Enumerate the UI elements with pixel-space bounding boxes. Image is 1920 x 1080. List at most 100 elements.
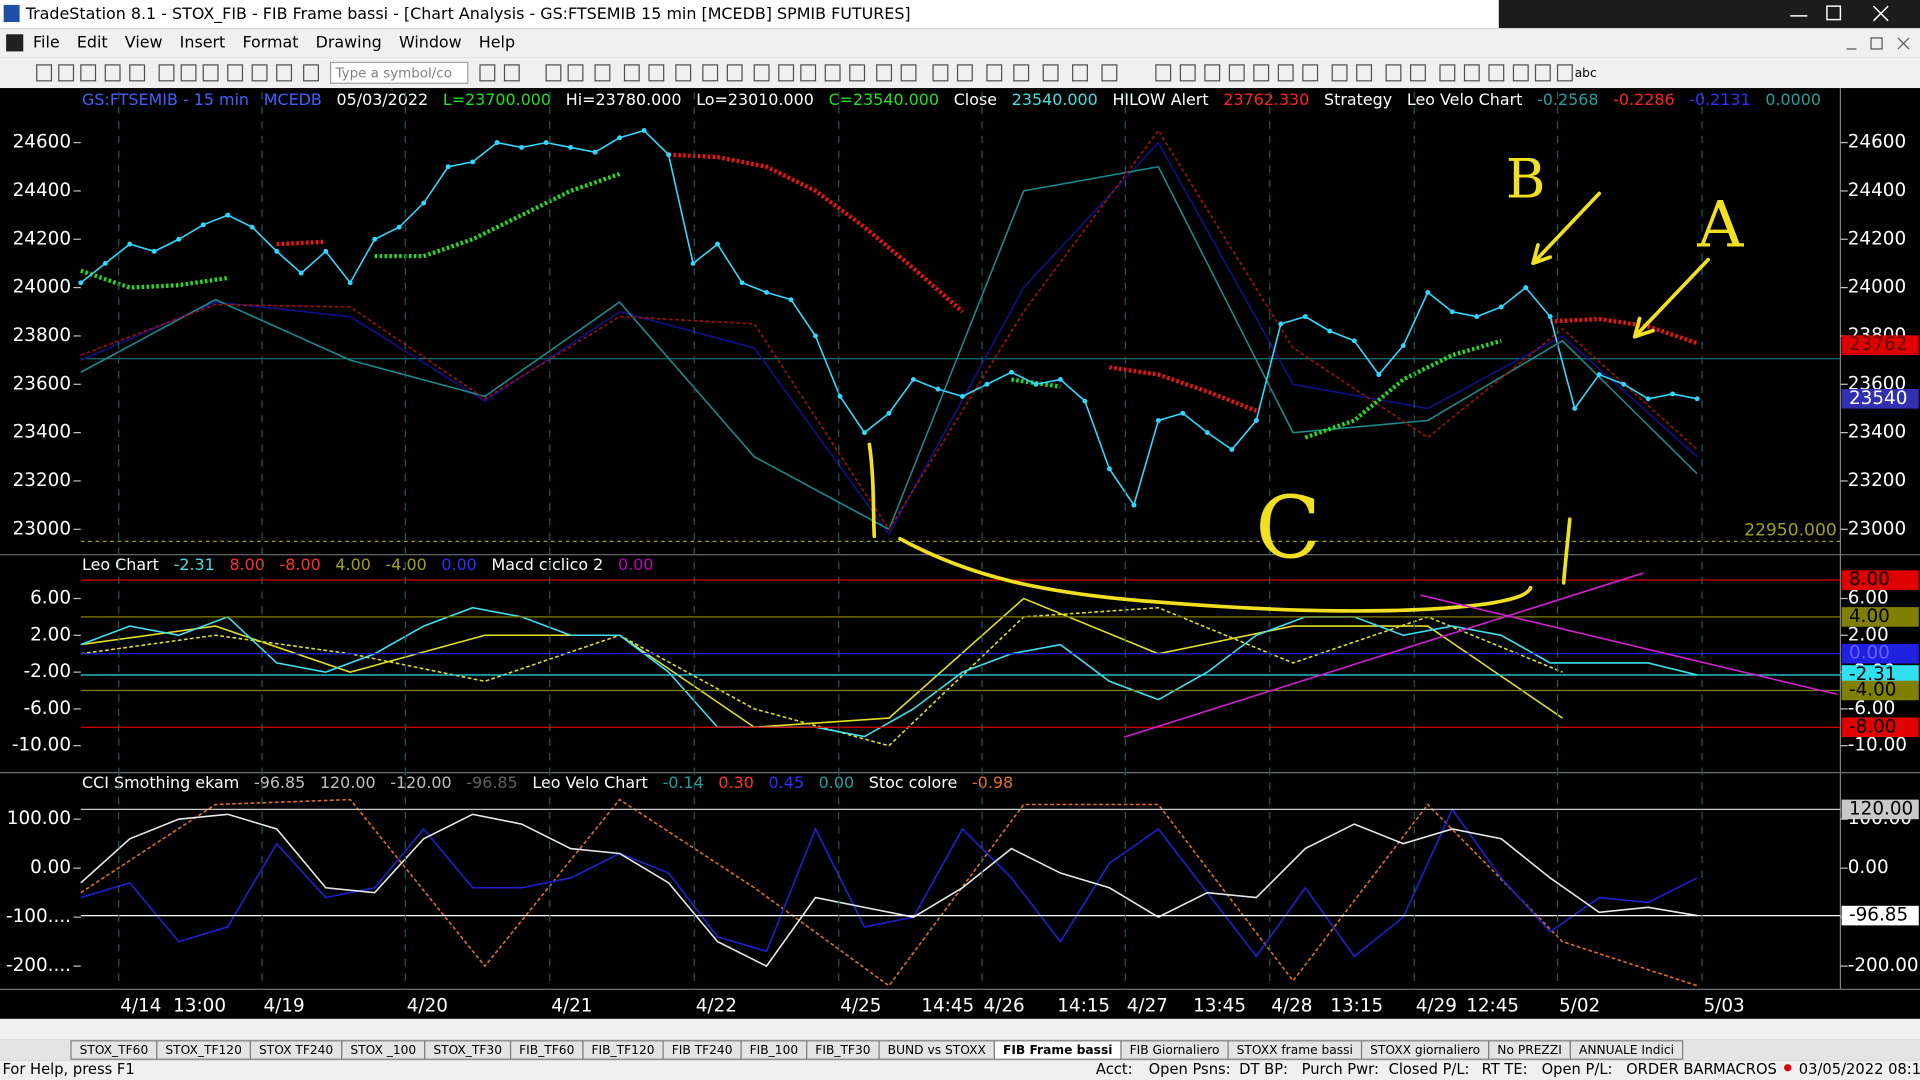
toolbar-button[interactable] [276,64,293,82]
price-dot [788,297,794,303]
toolbar-button[interactable] [753,64,770,82]
price-dot [1302,314,1308,320]
toolbar-button[interactable] [1534,64,1551,82]
symbol-input[interactable] [330,61,469,84]
toolbar-button[interactable] [58,64,75,82]
menu-item[interactable]: Insert [180,32,226,51]
toolbar-button[interactable] [726,64,743,82]
toolbar-button[interactable] [1331,64,1348,82]
scrollbar[interactable] [0,1018,1920,1040]
toolbar-button[interactable] [1013,64,1030,82]
x-tick-label: 14:15 [1057,996,1110,1017]
menu-item[interactable]: View [125,32,163,51]
y-tick-label-right: -200.00 [1848,955,1919,976]
toolbar-button[interactable] [876,64,893,82]
toolbar-button[interactable] [251,64,268,82]
toolbar-button[interactable] [1356,64,1373,82]
y-tick-label: 23800 [13,325,71,346]
price-dot [225,212,231,218]
toolbar-button[interactable] [503,64,520,82]
price-dot [1008,369,1014,375]
toolbar-button[interactable] [202,64,219,82]
toolbar-button[interactable] [1204,64,1221,82]
chart-icon [6,34,24,52]
toolbar-button[interactable] [1228,64,1245,82]
toolbar-button[interactable] [849,64,866,82]
toolbar-button[interactable] [623,64,640,82]
trend-line [1420,594,1837,696]
toolbar-button[interactable] [227,64,244,82]
symbol-placeholder: Type a symbol/co [335,66,452,81]
toolbar-button[interactable] [1410,64,1426,82]
toolbar-button[interactable] [104,64,121,82]
menu-item[interactable]: Edit [77,32,108,51]
toolbar-button[interactable] [778,64,795,82]
toolbar-button[interactable] [1302,64,1319,82]
toolbar-button[interactable] [545,64,562,82]
toolbar-button[interactable] [180,64,197,82]
price-dot [543,140,549,146]
toolbar-button[interactable] [1556,64,1573,82]
status-light [1784,1064,1792,1072]
toolbar-button[interactable] [158,64,175,82]
toolbar-button[interactable] [1101,64,1118,82]
toolbar-button[interactable] [932,64,949,82]
toolbar-button[interactable] [567,64,584,82]
menu-item[interactable]: Window [399,32,462,51]
axis-marker [1841,607,1919,627]
toolbar-button[interactable] [80,64,97,82]
toolbar-button[interactable] [1385,64,1402,82]
pane-header-item: 0.00 [618,555,653,574]
toolbar-button[interactable] [1042,64,1059,82]
y-tick-label: -2.00 [24,661,72,682]
series-line [80,813,1698,968]
pane-header-item: C=23540.000 [829,90,939,109]
toolbar-button[interactable] [1155,64,1172,82]
toolbar-button[interactable] [1463,64,1480,82]
price-dot [102,260,108,266]
toolbar-button[interactable] [1253,64,1270,82]
pane-header-item: Strategy [1324,90,1392,109]
mdi-restore[interactable] [1870,37,1883,50]
order-bar[interactable]: ORDER BAR [1626,1061,1714,1078]
toolbar-button[interactable] [1072,64,1088,82]
menu-item[interactable]: Format [242,32,298,51]
toolbar [0,57,1920,89]
price-dot [1621,381,1627,387]
close-button[interactable] [1872,5,1889,22]
window-title: TradeStation 8.1 - STOX_FIB - FIB Frame … [25,4,911,24]
series-line [80,171,1502,440]
toolbar-button[interactable] [675,64,692,82]
price-dot [837,393,843,399]
axis-marker [1841,388,1919,409]
toolbar-button[interactable] [303,64,319,82]
axis-marker [1841,717,1919,738]
toolbar-button[interactable] [479,64,496,82]
toolbar-button[interactable] [956,64,973,82]
mdi-close[interactable] [1897,37,1910,50]
menu-item[interactable]: File [33,32,60,51]
toolbar-button[interactable] [702,64,719,82]
toolbar-button[interactable] [800,64,817,82]
toolbar-button[interactable] [1179,64,1196,82]
menu-item[interactable]: Help [479,32,515,51]
toolbar-button[interactable] [900,64,917,82]
macros[interactable]: MACROS [1713,1061,1777,1078]
sheet-tab-label: FIB_TF60 [519,1043,574,1057]
price-dot [274,248,280,254]
toolbar-button[interactable] [986,64,1003,82]
toolbar-button[interactable] [1439,64,1456,82]
toolbar-button[interactable] [1512,64,1529,82]
price-dot [1229,447,1235,452]
menu-item[interactable]: Drawing [316,32,382,51]
toolbar-button[interactable] [129,64,146,82]
toolbar-button[interactable] [36,64,53,82]
toolbar-button[interactable] [648,64,665,82]
toolbar-button[interactable] [824,64,841,82]
restore-button[interactable] [1826,5,1842,21]
toolbar-button[interactable] [1277,64,1294,82]
sheet-tab[interactable] [1569,1040,1684,1060]
toolbar-button[interactable] [1488,64,1505,82]
toolbar-button[interactable] [594,64,611,82]
text-tool[interactable]: abc [1575,66,1597,80]
